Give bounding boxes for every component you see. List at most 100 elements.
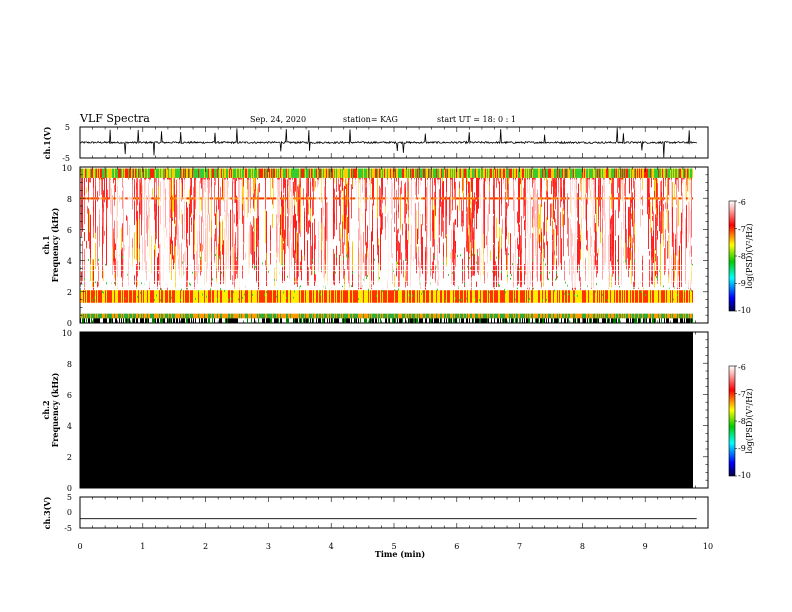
spec-cell <box>103 290 104 303</box>
spec-cell <box>340 168 341 178</box>
spec-cell <box>544 313 545 319</box>
spec-cell <box>323 313 324 319</box>
spec-cell <box>646 318 647 323</box>
spec-cell <box>107 168 108 178</box>
spec-cell <box>629 290 630 303</box>
spec-cell <box>554 210 555 223</box>
spec-cell <box>416 318 417 323</box>
spec-cell <box>484 168 485 178</box>
spec-cell <box>468 313 469 319</box>
spec-cell <box>129 318 130 323</box>
spec-cell <box>109 290 110 303</box>
spec-cell <box>113 313 114 319</box>
spec-cell <box>169 318 170 323</box>
spec-cell <box>649 290 650 303</box>
spec-cell <box>366 177 367 183</box>
spec-cell <box>187 239 188 261</box>
spec-cell <box>235 313 236 319</box>
spec-cell <box>470 267 471 270</box>
spec-cell <box>203 168 204 178</box>
spec-cell <box>137 313 138 319</box>
spec-cell <box>401 168 402 178</box>
spec-cell <box>635 318 636 323</box>
spec-cell <box>252 290 253 303</box>
spec-cell <box>571 168 572 178</box>
spec-cell <box>387 290 388 303</box>
spec-cell <box>302 197 303 200</box>
spec-cell <box>629 313 630 319</box>
spec-cell <box>193 214 194 236</box>
spec-cell <box>335 168 336 178</box>
spec-cell <box>631 251 632 284</box>
spec-cell <box>258 318 259 323</box>
date-label: Sep. 24, 2020 <box>250 115 306 124</box>
spec-cell <box>310 177 311 207</box>
spec-cell <box>524 290 525 303</box>
spec-cell <box>483 181 484 203</box>
spec-cell <box>536 313 537 319</box>
spec-cell <box>133 197 134 200</box>
spec-cell <box>470 290 471 303</box>
spec-cell <box>543 313 544 319</box>
spec-cell <box>483 197 484 200</box>
spec-cell <box>518 177 519 190</box>
spec-cell <box>310 197 311 200</box>
spec-cell <box>347 256 348 259</box>
spec-cell <box>215 253 216 256</box>
spec-cell <box>536 168 537 178</box>
spec-cell <box>257 195 258 228</box>
spec-cell <box>265 197 266 200</box>
spec-cell <box>123 318 124 323</box>
spec-cell <box>439 189 440 203</box>
spec-cell <box>652 197 653 200</box>
spec-cell <box>98 197 99 200</box>
spec-cell <box>532 259 533 262</box>
spec-cell <box>356 313 357 319</box>
spec-cell <box>520 197 521 200</box>
spec-cell <box>285 215 286 239</box>
spec-cell <box>290 168 291 178</box>
spec-cell <box>84 313 85 319</box>
spec-cell <box>189 313 190 319</box>
spec-cell <box>400 313 401 319</box>
spec-cell <box>447 313 448 319</box>
spec-cell <box>647 313 648 319</box>
spec-cell <box>551 168 552 178</box>
spec-cell <box>93 197 94 200</box>
spec-cell <box>616 290 617 303</box>
spec-cell <box>327 318 328 323</box>
spec-cell <box>619 168 620 178</box>
spec-cell <box>464 168 465 178</box>
spec-cell <box>438 318 439 323</box>
spec-cell <box>219 290 220 303</box>
spec-cell <box>411 168 412 178</box>
spec-cell <box>84 290 85 303</box>
spec-cell <box>325 235 326 265</box>
spec-cell <box>524 197 525 200</box>
spec-cell <box>343 257 344 260</box>
spec-cell <box>355 168 356 178</box>
spec-cell <box>147 290 148 303</box>
spec-cell <box>251 290 252 303</box>
spec-cell <box>417 168 418 178</box>
spec-cell <box>103 318 104 323</box>
spec-cell <box>434 313 435 319</box>
spec-cell <box>135 290 136 303</box>
spec-cell <box>555 181 556 202</box>
spec-cell <box>626 290 627 303</box>
spec-cell <box>511 168 512 178</box>
spec-cell <box>626 168 627 178</box>
spec-cell <box>487 290 488 303</box>
spec-cell <box>186 318 187 323</box>
spec-cell <box>556 244 557 256</box>
spec-cell <box>289 313 290 319</box>
spec-cell <box>234 269 235 289</box>
spec-cell <box>373 197 374 200</box>
spec-cell <box>555 199 556 210</box>
spec-cell <box>164 318 165 323</box>
spec-cell <box>446 196 447 236</box>
spec-cell <box>253 177 254 196</box>
spec-cell <box>370 313 371 319</box>
spec-cell <box>620 313 621 319</box>
spec-cell <box>555 197 556 200</box>
